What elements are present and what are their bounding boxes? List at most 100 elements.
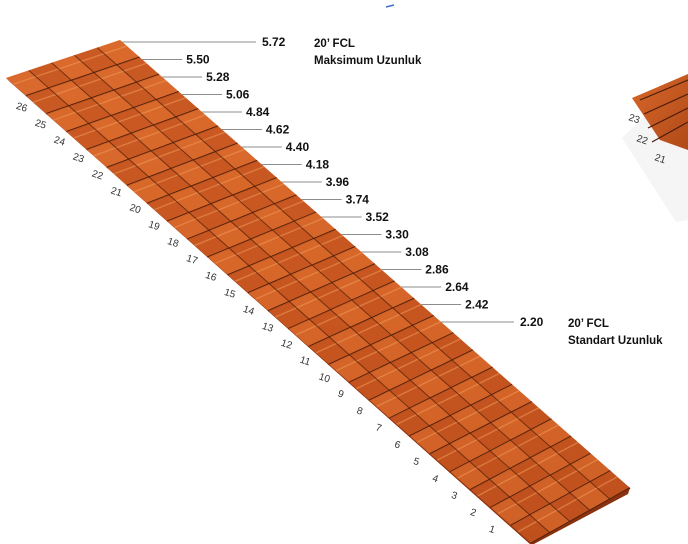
row-number-label: 19 — [147, 219, 161, 233]
roof-tile — [350, 317, 392, 346]
length-mark-label: 4.62 — [266, 123, 290, 137]
roof-tile — [449, 461, 490, 491]
roof-tile — [371, 308, 413, 336]
roof-tile — [432, 332, 474, 361]
tile-highlight — [182, 114, 206, 124]
tile-highlight — [301, 217, 324, 229]
roof-tile — [227, 266, 270, 294]
length-marks: 5.72 5.50 5.28 5.06 4.84 4.62 4.40 4.18 3.96 3.74… — [122, 35, 544, 329]
roof-tile — [149, 168, 192, 195]
tile-highlight — [496, 474, 518, 487]
tile-highlight — [557, 441, 579, 454]
tile-highlight — [236, 244, 259, 256]
row-number-label: 23 — [71, 152, 85, 166]
roof-tile — [126, 177, 170, 204]
tile-highlight — [376, 368, 398, 380]
roof-tile — [490, 440, 531, 469]
tile-highlight — [261, 183, 285, 194]
row-number-label: 22 — [90, 169, 104, 183]
length-mark-label: 3.52 — [366, 210, 390, 224]
tile-highlight — [537, 452, 559, 465]
roof-tile — [309, 309, 351, 338]
roof-tile — [368, 390, 410, 419]
roof-tile — [136, 74, 179, 100]
roof-tile — [412, 315, 454, 343]
roof-tile — [213, 169, 255, 196]
tile-highlight — [135, 156, 159, 167]
roof-tile — [348, 372, 390, 401]
roof-tile — [389, 380, 431, 409]
tile-highlight — [177, 165, 201, 176]
tile-highlight — [140, 105, 164, 115]
row-number-label: 3 — [450, 490, 459, 502]
tile-highlight — [274, 307, 297, 318]
tile-highlight — [317, 288, 340, 300]
roof-tile — [249, 256, 291, 284]
tile-highlight — [237, 218, 261, 229]
tile-highlight — [120, 87, 144, 98]
roof-tile — [71, 72, 115, 99]
tile-highlight — [55, 85, 79, 96]
roof-tile — [471, 394, 512, 423]
row-number-label: 4 — [431, 473, 440, 485]
tile-highlight — [73, 129, 97, 139]
tile-highlight — [316, 315, 339, 327]
row-number-label: 17 — [185, 253, 199, 267]
tile-highlight — [219, 174, 243, 185]
roof-tile — [332, 273, 374, 301]
roof-tile — [329, 327, 371, 355]
tile-highlight — [279, 226, 302, 238]
tile-highlight — [457, 383, 480, 395]
roof-tile — [156, 91, 199, 118]
row-numbers: 2625242322212019181716151413121110987654… — [15, 101, 497, 536]
tile-highlight — [299, 244, 322, 255]
tile-highlight — [195, 209, 219, 220]
roof-tile — [469, 451, 511, 480]
roof-tile — [390, 352, 432, 381]
annotation-max-line2: Maksimum Uzunluk — [314, 55, 422, 67]
roof-tile — [369, 362, 411, 391]
length-mark-label: 3.74 — [346, 193, 370, 207]
tile-highlight — [35, 68, 59, 78]
row-number-label: 14 — [242, 304, 256, 318]
roof-tile — [235, 160, 277, 187]
roof-tile — [51, 55, 95, 81]
roof-tile — [211, 195, 253, 222]
roof-tile — [133, 99, 177, 126]
roof-tile — [469, 479, 510, 509]
tile-highlight — [197, 183, 221, 194]
tile-highlight — [418, 348, 440, 360]
row-number-label: 8 — [355, 405, 364, 417]
panel2-groove — [639, 79, 688, 101]
row-number-label: 25 — [33, 118, 47, 132]
tile-highlight — [335, 360, 357, 372]
roof-tile — [330, 300, 372, 328]
tile-highlight — [436, 421, 458, 433]
tile-highlight — [163, 97, 186, 107]
tile-highlight — [596, 476, 618, 489]
tile-highlight — [417, 375, 439, 388]
tile-highlight — [180, 139, 203, 150]
tile-highlight — [53, 111, 77, 121]
tile-highlight — [340, 252, 363, 263]
roof-tile — [490, 412, 532, 441]
roof-tile — [349, 345, 391, 373]
roof-tile — [429, 415, 471, 444]
roof-tile — [46, 105, 89, 132]
roof-tile — [129, 151, 172, 178]
tile-highlight — [536, 480, 558, 494]
roof-tile — [229, 239, 271, 267]
tile-highlight — [175, 191, 199, 202]
row-number-label: 24 — [52, 135, 66, 149]
tile-highlight — [133, 182, 157, 193]
tile-highlight — [259, 209, 282, 220]
tile-highlight — [297, 270, 320, 282]
tile-highlight — [395, 413, 418, 426]
tile-highlight — [516, 491, 538, 505]
roof-tile — [268, 301, 310, 329]
roof-tile — [471, 367, 513, 395]
roof-tile — [173, 134, 216, 161]
roof-tile — [288, 319, 330, 347]
tile-highlight — [439, 338, 461, 350]
